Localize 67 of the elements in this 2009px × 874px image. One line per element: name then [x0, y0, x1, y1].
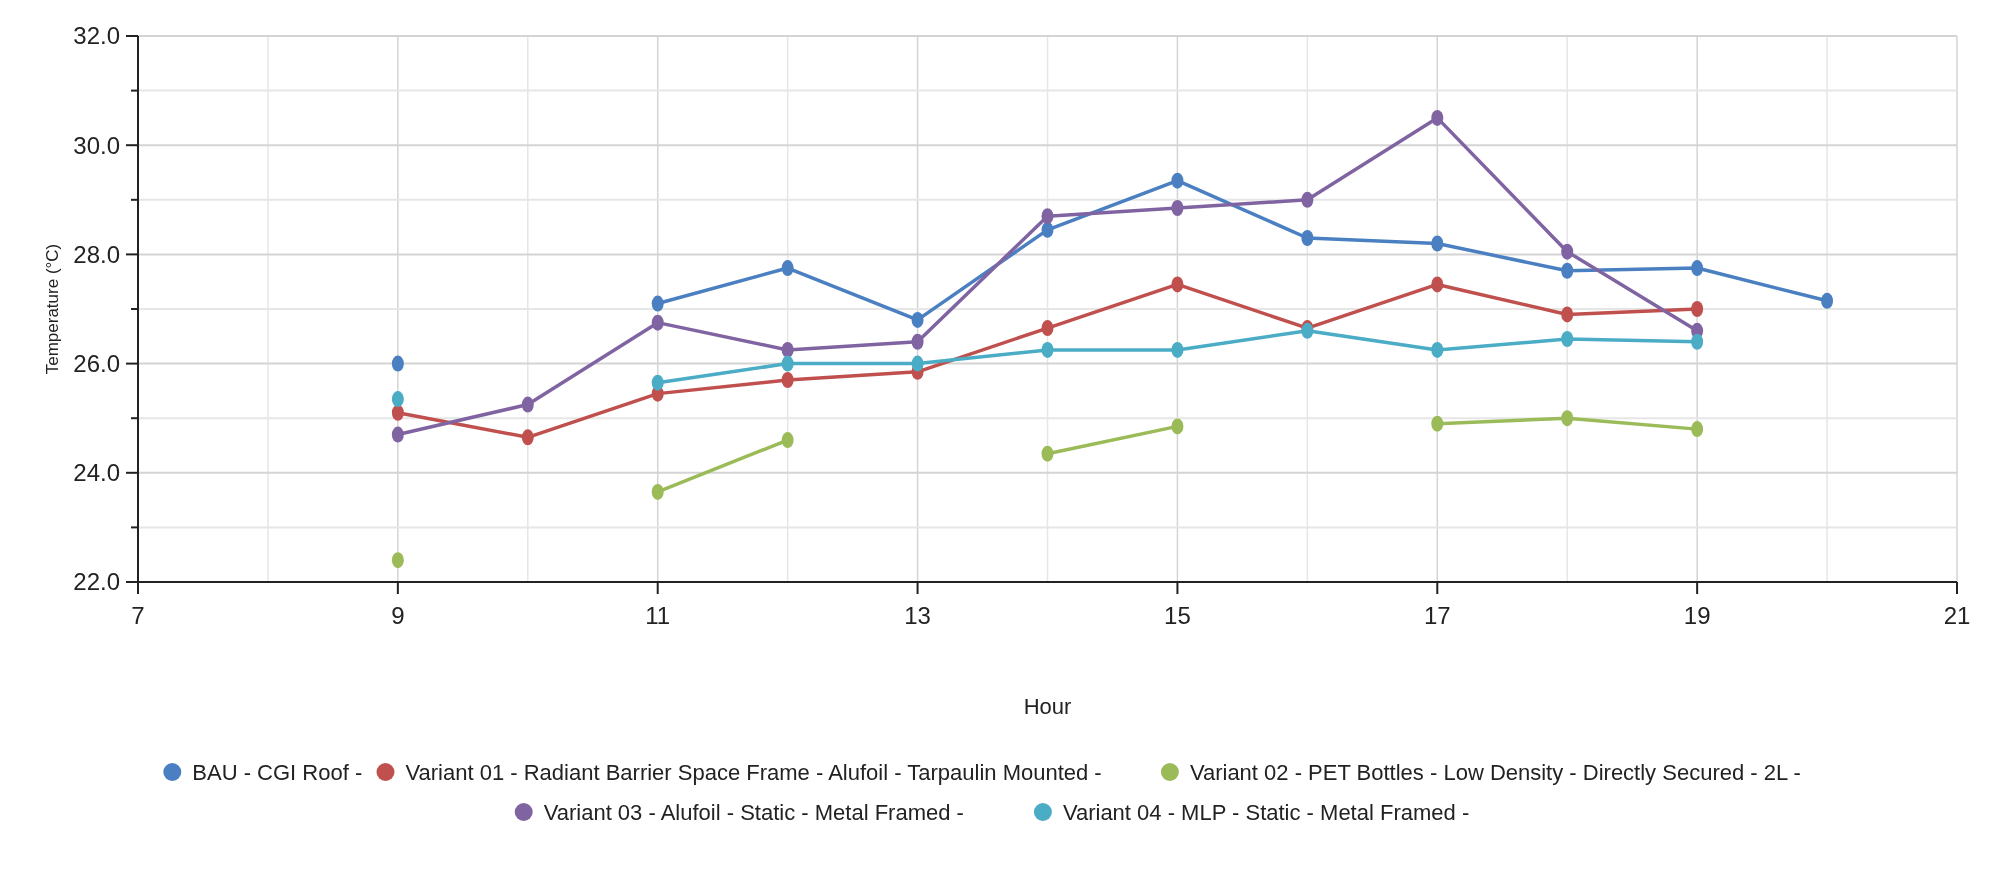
- x-tick-label: 21: [1943, 602, 1971, 629]
- point: [1561, 262, 1574, 279]
- point: [781, 432, 794, 449]
- point: [1691, 333, 1704, 350]
- point: [1821, 292, 1834, 309]
- point: [911, 311, 924, 328]
- point: [781, 371, 794, 388]
- x-tick-label: 19: [1683, 602, 1711, 629]
- point: [391, 391, 404, 408]
- x-tick-label: 13: [904, 602, 931, 629]
- x-axis-title: Hour: [1023, 694, 1072, 719]
- point: [391, 426, 404, 443]
- legend-label: Variant 01 - Radiant Barrier Space Frame - Alufoil - Tarpaulin Mounted -: [405, 759, 1102, 785]
- point: [1691, 260, 1704, 277]
- point: [911, 355, 924, 372]
- y-tick-label: 24.0: [73, 459, 120, 487]
- point: [781, 355, 794, 372]
- point: [1041, 341, 1054, 358]
- y-tick-label: 26.0: [73, 350, 120, 377]
- point: [391, 404, 404, 421]
- y-tick-label: 28.0: [73, 240, 120, 268]
- x-tick-label: 17: [1423, 602, 1451, 629]
- point: [651, 483, 664, 500]
- legend-label: BAU - CGI Roof -: [192, 759, 363, 785]
- point: [1431, 415, 1444, 432]
- x-tick-label: 7: [131, 602, 145, 629]
- legend-label: Variant 02 - PET Bottles - Low Density - Directly Secured - 2L -: [1189, 759, 1801, 785]
- point: [1561, 306, 1574, 323]
- point: [1041, 208, 1054, 225]
- point: [1431, 341, 1444, 358]
- point: [1301, 230, 1314, 247]
- point: [1041, 445, 1054, 462]
- point: [1431, 276, 1444, 293]
- point: [1561, 410, 1574, 427]
- point: [781, 341, 794, 358]
- point: [1171, 276, 1184, 293]
- point: [1561, 331, 1574, 348]
- y-tick-label: 32.0: [73, 22, 120, 50]
- point: [1171, 341, 1184, 358]
- point: [911, 333, 924, 350]
- point: [1301, 191, 1314, 208]
- point: [1171, 172, 1184, 189]
- point: [651, 295, 664, 312]
- y-tick-label: 30.0: [73, 131, 120, 159]
- point: [1431, 109, 1444, 126]
- y-tick-label: 22.0: [73, 568, 120, 596]
- x-tick-label: 11: [645, 602, 671, 629]
- point: [1171, 418, 1184, 435]
- x-tick-label: 15: [1164, 602, 1191, 629]
- x-tick-label: 9: [391, 602, 405, 629]
- point: [781, 260, 794, 277]
- point: [521, 429, 534, 446]
- point: [391, 355, 404, 372]
- point: [651, 314, 664, 331]
- point: [521, 396, 534, 413]
- point: [651, 374, 664, 391]
- legend-label: Variant 03 - Alufoil - Static - Metal Framed -: [543, 799, 964, 825]
- point: [1041, 221, 1054, 238]
- point: [1691, 301, 1704, 317]
- y-axis-title: Temperature (°C): [43, 243, 62, 375]
- point: [1561, 243, 1574, 260]
- legend-label: Variant 04 - MLP - Static - Metal Framed -: [1062, 799, 1470, 825]
- point: [1041, 320, 1054, 337]
- point: [1691, 421, 1704, 438]
- point: [391, 552, 404, 569]
- point: [1171, 199, 1184, 216]
- point: [1431, 235, 1444, 252]
